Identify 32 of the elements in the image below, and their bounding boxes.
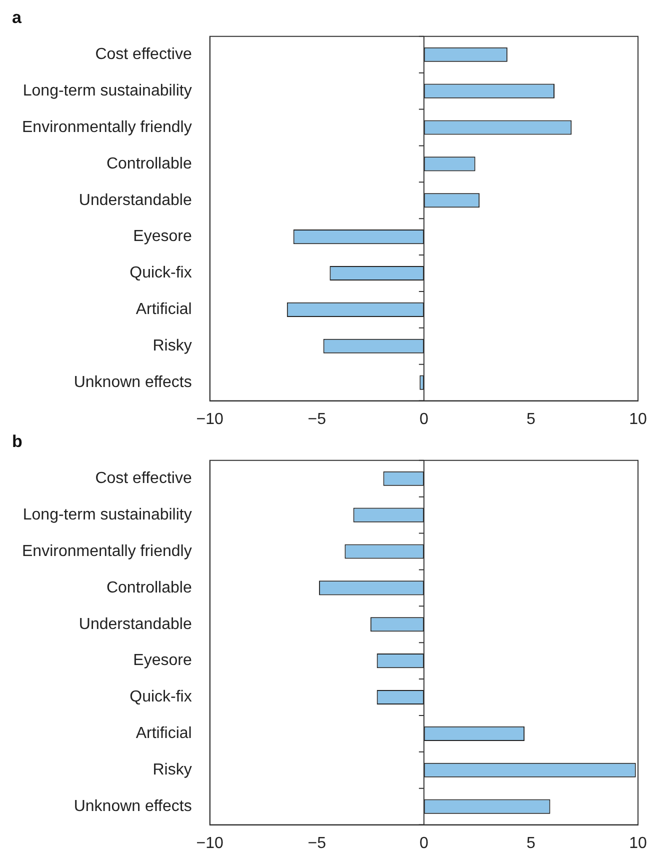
y-tick-label: Environmentally friendly (22, 118, 192, 136)
y-tick-label: Long-term sustainability (22, 506, 192, 524)
y-tick-label: Quick-fix (130, 688, 192, 706)
y-tick-label: Risky (152, 762, 192, 779)
y-tick-label: Understandable (78, 616, 192, 633)
x-tick-label: 5 (526, 410, 536, 428)
y-tick-label: Unknown effects (74, 374, 192, 391)
x-tick-label: 10 (629, 834, 647, 852)
x-tick-label: 10 (629, 410, 647, 428)
text: a (12, 8, 22, 27)
text: b (12, 432, 22, 451)
x-tick-label: −10 (196, 410, 224, 428)
x-tick-label: −5 (308, 834, 326, 852)
x-tick-label: −10 (196, 834, 224, 852)
y-tick-label: Long-term sustainability (22, 82, 192, 100)
y-tick-label: Cost effective (95, 470, 192, 488)
y-tick-label: Controllable (106, 155, 192, 172)
y-tick-label: Environmentally friendly (22, 542, 192, 560)
y-tick-label: Artificial (136, 725, 192, 742)
x-tick-label: −5 (308, 410, 326, 428)
y-tick-label: Understandable (78, 192, 192, 209)
y-tick-label: Cost effective (95, 46, 192, 64)
x-tick-label: 0 (419, 410, 428, 428)
y-tick-label: Quick-fix (130, 264, 192, 282)
y-tick-label: Eyesore (133, 652, 192, 670)
y-tick-label: Risky (152, 338, 192, 355)
x-tick-label: 5 (526, 834, 536, 852)
y-tick-label: Artificial (136, 301, 192, 318)
x-tick-label: 0 (419, 834, 428, 852)
y-tick-label: Eyesore (133, 228, 192, 246)
y-tick-label: Controllable (106, 579, 192, 596)
y-tick-label: Unknown effects (74, 798, 192, 815)
